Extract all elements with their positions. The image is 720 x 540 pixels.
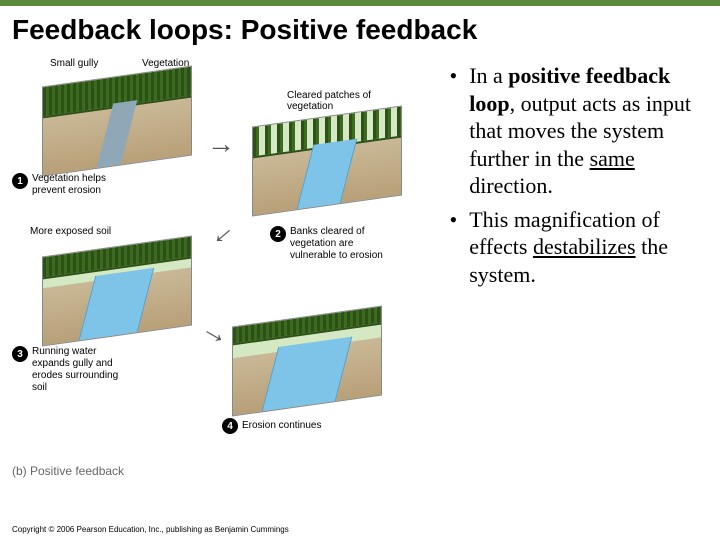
diagram-block-1	[42, 65, 192, 176]
step-badge-2: 2	[270, 226, 286, 242]
content-row: Small gully Vegetation Cleared patches o…	[0, 50, 720, 478]
diagram-block-3	[42, 235, 192, 346]
bullet-dot-icon: •	[450, 62, 458, 200]
label-small-gully: Small gully	[50, 58, 98, 69]
bullet-item: •This magnification of effects destabili…	[450, 206, 709, 289]
diagram-caption: (b) Positive feedback	[12, 464, 124, 478]
bullet-dot-icon: •	[450, 206, 458, 289]
step-text-1: Vegetation helps prevent erosion	[32, 173, 117, 197]
bullet-text: In a positive feedback loop, output acts…	[469, 62, 708, 200]
label-vegetation: Vegetation	[142, 58, 189, 69]
step-badge-1: 1	[12, 173, 28, 189]
arrow-2-3: →	[205, 218, 247, 261]
step-text-2: Banks cleared of vegetation are vulnerab…	[290, 226, 390, 262]
label-more-exposed: More exposed soil	[30, 226, 111, 237]
bullet-list: •In a positive feedback loop, output act…	[450, 58, 709, 478]
arrow-3-4: →	[196, 311, 236, 353]
copyright-text: Copyright © 2006 Pearson Education, Inc.…	[12, 525, 289, 534]
diagram-block-4	[232, 305, 382, 416]
bullet-item: •In a positive feedback loop, output act…	[450, 62, 709, 200]
step-badge-4: 4	[222, 418, 238, 434]
bullet-text: This magnification of effects destabiliz…	[469, 206, 708, 289]
label-cleared: Cleared patches of vegetation	[287, 90, 377, 112]
step-text-4: Erosion continues	[242, 420, 322, 432]
diagram-block-2	[252, 105, 402, 216]
step-badge-3: 3	[12, 346, 28, 362]
page-title: Feedback loops: Positive feedback	[0, 6, 720, 50]
step-text-3: Running water expands gully and erodes s…	[32, 346, 132, 394]
arrow-1-2: →	[207, 128, 235, 160]
feedback-diagram: Small gully Vegetation Cleared patches o…	[12, 58, 440, 478]
